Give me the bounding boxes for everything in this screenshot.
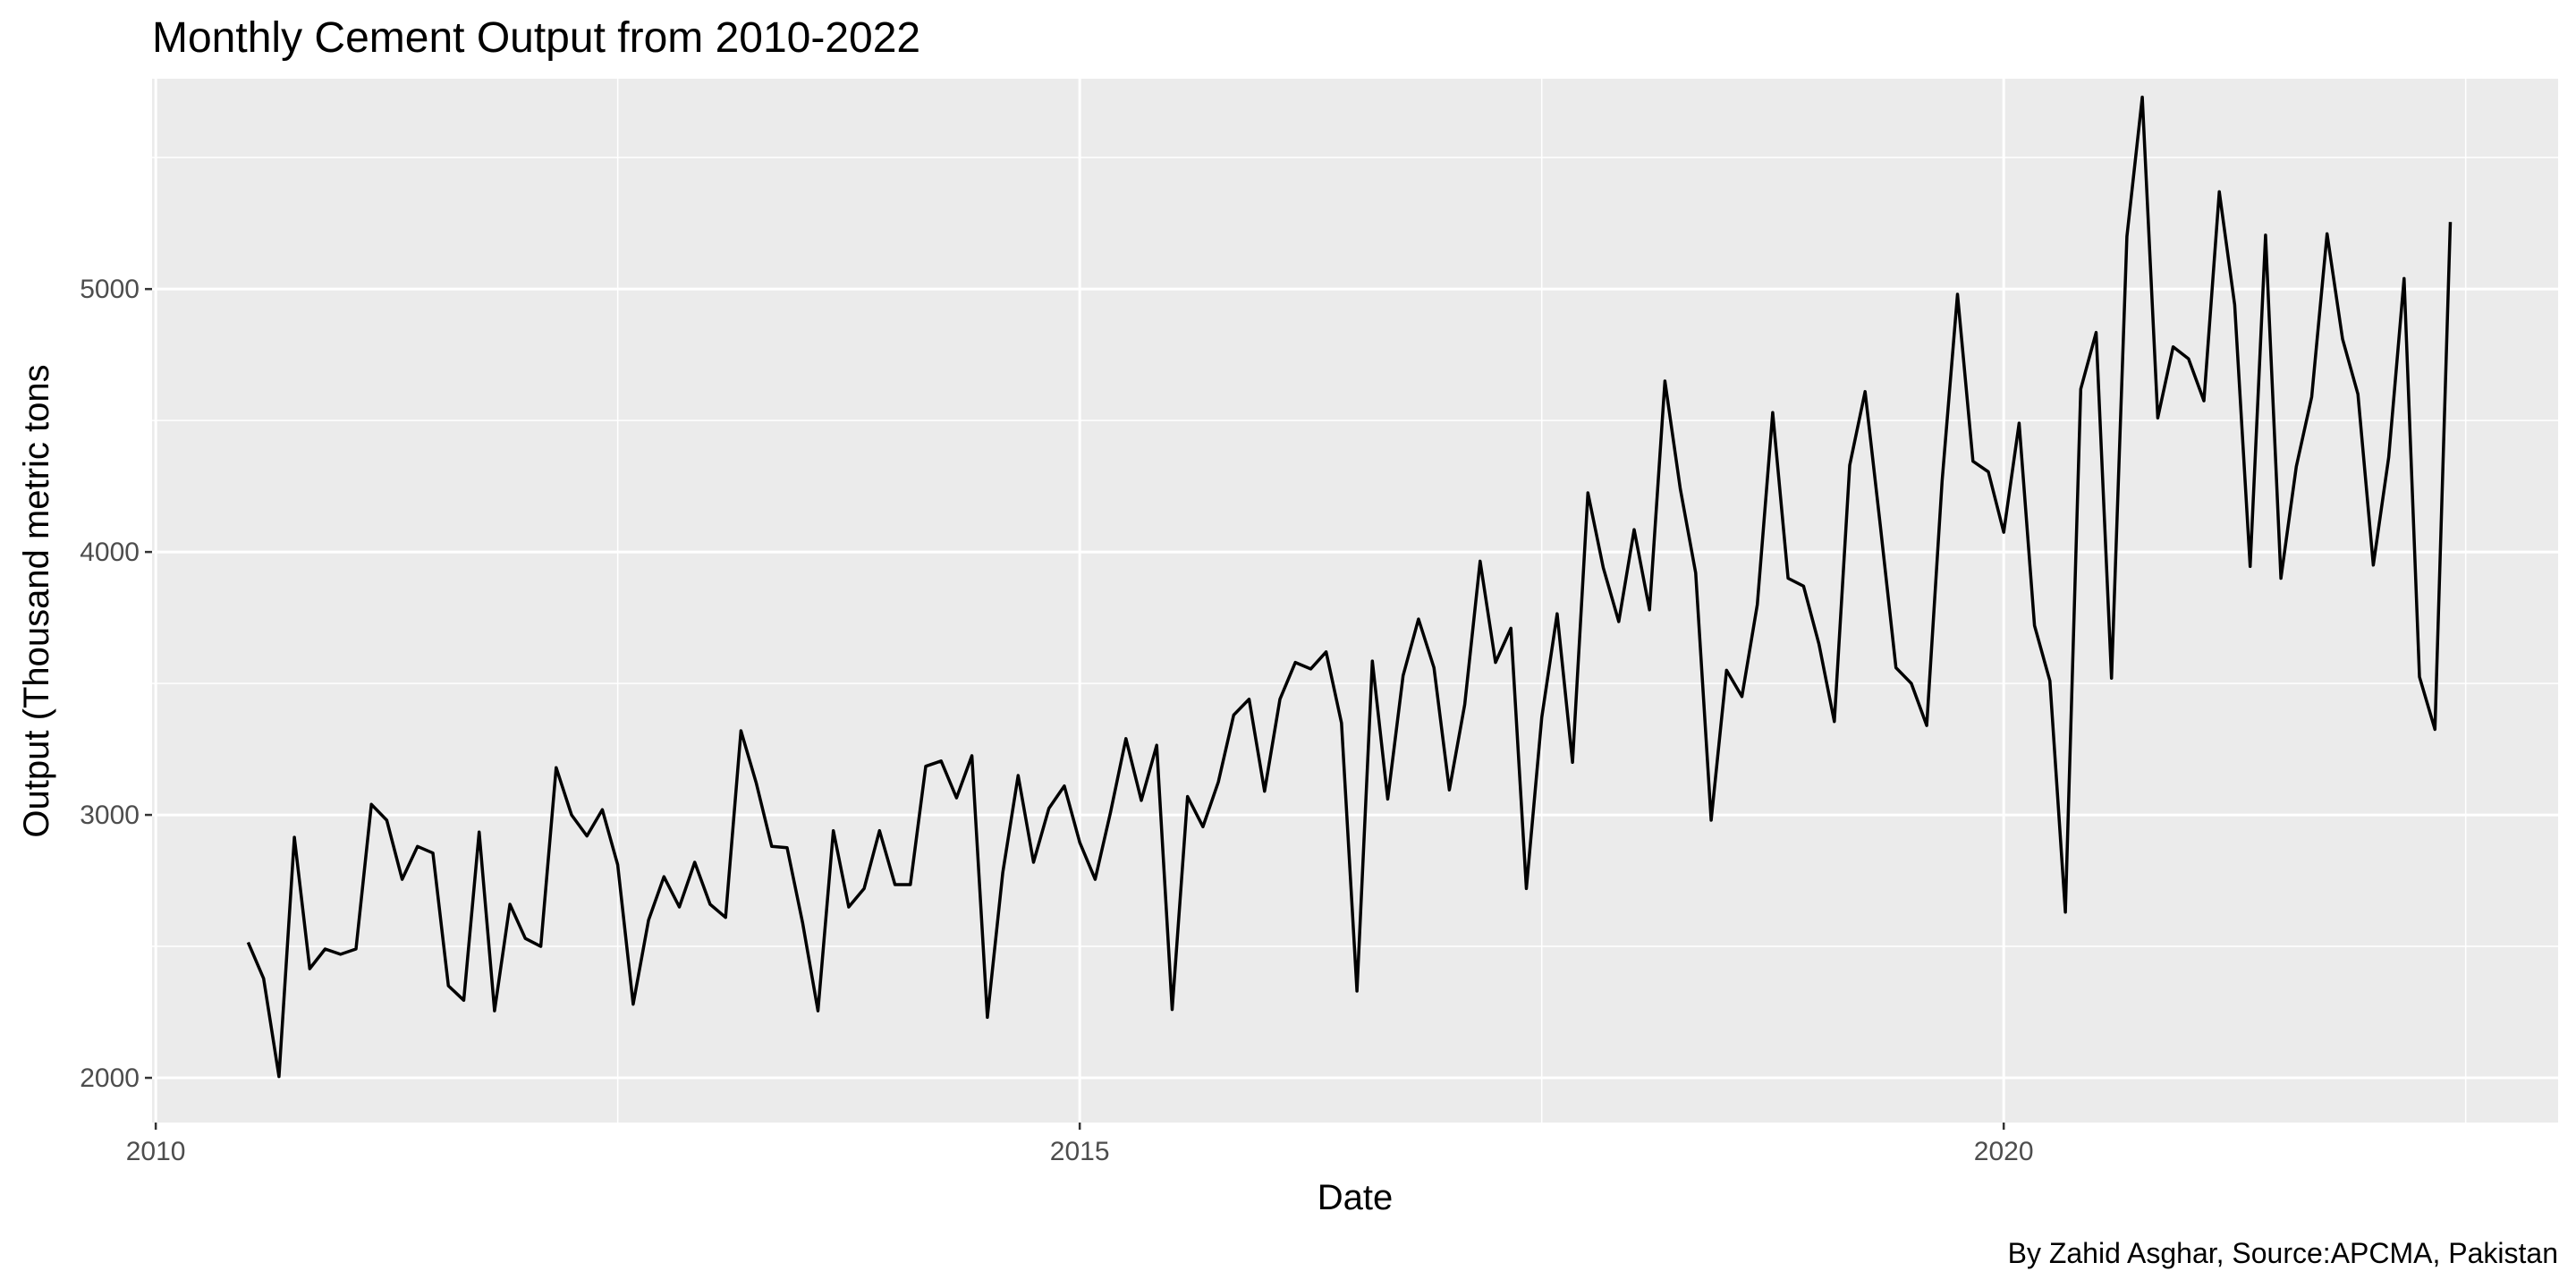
- chart-caption: By Zahid Asghar, Source:APCMA, Pakistan: [2008, 1237, 2558, 1269]
- chart-title: Monthly Cement Output from 2010-2022: [152, 14, 920, 62]
- y-axis-ticks: 2000 3000 4000 5000: [80, 275, 152, 1093]
- x-axis-title: Date: [1318, 1178, 1394, 1217]
- x-axis-ticks: 2010 2015 2020: [126, 1123, 2034, 1166]
- output-series-line: [246, 95, 2453, 1079]
- y-tick-label: 4000: [80, 538, 140, 567]
- x-tick-label: 2015: [1050, 1137, 1110, 1166]
- x-tick-label: 2010: [126, 1137, 186, 1166]
- y-tick-label: 5000: [80, 275, 140, 304]
- minor-gridlines: [152, 79, 2558, 1123]
- y-tick-label: 3000: [80, 801, 140, 830]
- y-tick-label: 2000: [80, 1063, 140, 1093]
- y-axis-title: Output (Thousand metric tons: [17, 364, 56, 837]
- x-tick-label: 2020: [1974, 1137, 2034, 1166]
